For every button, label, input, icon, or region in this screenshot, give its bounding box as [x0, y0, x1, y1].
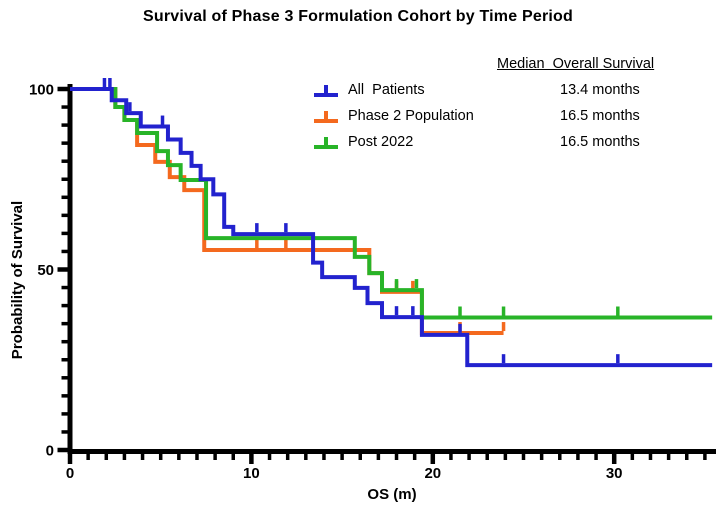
legend-median-value: 16.5 months: [560, 134, 640, 150]
x-tick-label: 20: [424, 465, 441, 482]
km-censor-tick-symbol-icon: [314, 85, 338, 97]
legend-median-value: 16.5 months: [560, 108, 640, 124]
km-censor-tick-symbol-icon: [314, 137, 338, 149]
x-tick-label: 30: [606, 465, 623, 482]
x-tick-label: 10: [243, 465, 260, 482]
series-curve-all-patients: [70, 87, 713, 368]
y-tick-label: 0: [46, 443, 54, 460]
x-tick-label: 0: [66, 465, 74, 482]
legend-median-value: 13.4 months: [560, 82, 640, 98]
km-censor-tick-symbol-icon: [314, 111, 338, 123]
legend-median-header: Median Overall Survival: [497, 56, 655, 72]
legend-label: Phase 2 Population: [348, 108, 474, 124]
legend-label: Post 2022: [348, 134, 414, 150]
y-tick-label: 100: [29, 82, 54, 99]
series-curve-post-2022: [70, 87, 713, 320]
legend-label: All Patients: [348, 82, 425, 98]
series-curve-phase2-population: [70, 87, 504, 336]
x-axis-title: OS (m): [367, 486, 416, 503]
y-axis-title: Probability of Survival: [9, 201, 26, 359]
chart-title: Survival of Phase 3 Formulation Cohort b…: [143, 8, 573, 25]
y-tick-label: 50: [37, 262, 54, 279]
